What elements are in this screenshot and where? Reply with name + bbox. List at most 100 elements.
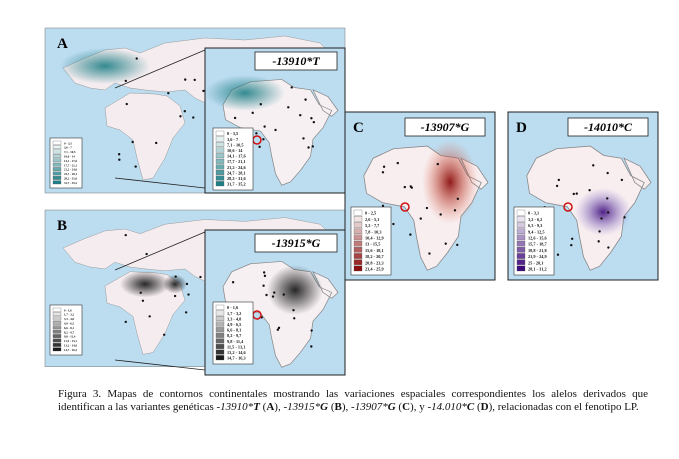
sample-dot	[592, 164, 595, 167]
legend-swatch	[215, 344, 225, 349]
caption-text: C	[466, 401, 475, 413]
sample-dot	[255, 132, 258, 135]
legend-label: 15,7 - 18,7	[528, 242, 547, 247]
caption: Figura 3. Mapas de contornos continental…	[58, 388, 648, 414]
legend-label: 15,6 - 18,1	[365, 248, 384, 253]
sample-dot	[202, 89, 205, 93]
sample-dot	[118, 158, 121, 161]
variant-label-box	[254, 233, 338, 253]
legend-label: 14,1 - 17,6	[64, 159, 77, 163]
heat	[163, 274, 187, 294]
legend-label: 1,7 - 3,2	[227, 311, 241, 316]
sample-dot	[258, 145, 261, 149]
legend-swatch	[52, 176, 62, 180]
caption-text: (	[259, 401, 267, 413]
variant-label: -14010*C	[584, 120, 633, 134]
panel-letter: A	[57, 36, 68, 52]
variant-label: -13907*G	[421, 120, 470, 134]
legend-swatch	[516, 247, 526, 253]
sample-dot	[310, 117, 313, 120]
legend-label: 8,2 - 9,7	[64, 330, 74, 334]
legend-swatch	[52, 312, 62, 316]
sample-dot	[307, 146, 310, 149]
sample-dot	[262, 284, 265, 287]
legend-swatch	[353, 253, 363, 259]
legend-swatch	[52, 180, 62, 185]
sample-dot	[456, 197, 460, 201]
legend-swatch	[353, 234, 363, 241]
sample-dot	[310, 345, 313, 348]
legend-label: 13 - 15,5	[365, 242, 380, 247]
legend-label: 28,2 - 31,6	[64, 177, 77, 181]
legend-label: 13,2 - 14,6	[64, 344, 77, 348]
sample-dot	[304, 98, 307, 101]
legend-swatch	[353, 228, 363, 234]
variant-label-box	[254, 51, 338, 71]
legend-label: 21,2 - 24,6	[64, 168, 77, 172]
legend-label: 14,1 - 17,6	[227, 154, 246, 159]
legend-swatch	[215, 304, 225, 310]
heat	[120, 270, 170, 298]
sample-dot	[396, 161, 399, 165]
legend-label: 0 - 2,5	[365, 211, 376, 216]
sample-dot	[259, 103, 262, 106]
sample-dot	[134, 165, 137, 168]
sample-dot	[290, 86, 293, 89]
legend-label: 6,6 - 8,1	[227, 328, 241, 333]
legend-label: 25 - 28,1	[528, 260, 543, 265]
legend-label: 10,4 - 12,9	[365, 235, 384, 240]
legend-label: 2,6 - 5,1	[365, 217, 379, 222]
legend-label: 13,2 - 14,6	[227, 350, 246, 355]
heat	[575, 188, 631, 236]
connector	[114, 49, 206, 89]
sample-dot	[444, 242, 447, 245]
sample-dot	[124, 233, 127, 237]
caption-text: (	[395, 401, 403, 413]
sample-dot	[381, 171, 385, 174]
legend-label: 11,5 - 13,1	[227, 344, 245, 349]
legend-swatch	[52, 167, 62, 171]
legend-label: 7,1 - 10,5	[64, 150, 76, 154]
legend-swatch	[215, 175, 225, 181]
legend-swatch	[215, 349, 225, 355]
sample-dot	[154, 141, 158, 145]
legend-swatch	[52, 158, 62, 163]
sample-dot	[139, 291, 142, 294]
sample-dot	[600, 217, 603, 220]
legend-label: 0 - 1,6	[227, 305, 239, 310]
caption-text: T	[253, 401, 260, 413]
sample-dot	[570, 243, 573, 247]
sample-dot	[555, 184, 559, 188]
legend-swatch	[215, 332, 225, 338]
sample-dot	[623, 216, 626, 219]
sample-dot	[439, 213, 442, 216]
legend-swatch	[516, 209, 526, 216]
legend-swatch	[215, 142, 225, 147]
legend-label: 31,7 - 35,2	[227, 182, 246, 187]
sample-dot	[425, 206, 429, 210]
caption-text: -13907*	[351, 401, 388, 413]
legend-swatch	[215, 327, 225, 333]
sample-dot	[606, 171, 609, 175]
legend-swatch	[215, 158, 225, 164]
caption-text: B	[334, 401, 342, 413]
sample-dot	[124, 79, 127, 83]
sample-dot	[453, 209, 457, 212]
legend-swatch	[353, 247, 363, 253]
panel-letter: C	[353, 120, 364, 136]
sample-dot	[141, 299, 145, 302]
heat	[422, 140, 478, 224]
sample-dot	[145, 252, 148, 256]
legend-swatch	[353, 222, 363, 228]
legend-label: 9,8 - 11,4	[64, 335, 76, 339]
sample-dot	[282, 293, 285, 296]
heat	[60, 48, 150, 84]
legend-swatch	[516, 259, 526, 265]
sample-dot	[187, 293, 190, 296]
sample-dot	[167, 91, 170, 95]
sample-dot	[310, 329, 313, 332]
legend-label: 14,7 - 16,3	[227, 356, 246, 361]
marker	[563, 202, 573, 212]
legend-label: 24,7 - 28,1	[64, 172, 77, 176]
legend-label: 28,2 - 31,6	[227, 176, 246, 181]
